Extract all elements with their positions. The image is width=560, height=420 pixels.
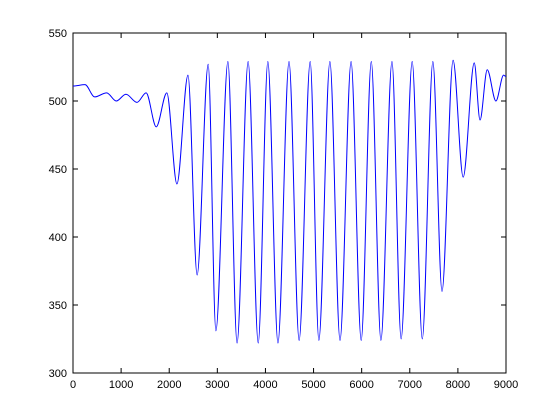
axes-box: [72, 32, 507, 374]
x-tick-label: 9000: [494, 379, 518, 391]
x-tick-label: 4000: [253, 379, 277, 391]
line: [72, 59, 507, 344]
x-tick-label: 3000: [205, 379, 229, 391]
y-tick-label: 500: [49, 96, 67, 108]
x-tick-label: 2000: [157, 379, 181, 391]
x-tick-label: 5000: [301, 379, 325, 391]
y-tick-label: 350: [49, 300, 67, 312]
y-tick-label: 450: [49, 164, 67, 176]
x-tick-label: 8000: [446, 379, 470, 391]
y-tick-label: 300: [49, 368, 67, 380]
y-tick-label: 400: [49, 232, 67, 244]
x-tick-label: 1000: [109, 379, 133, 391]
x-tick-label: 7000: [398, 379, 422, 391]
y-tick-label: 550: [49, 28, 67, 40]
x-tick-label: 6000: [349, 379, 373, 391]
x-tick-label: 0: [70, 379, 76, 391]
